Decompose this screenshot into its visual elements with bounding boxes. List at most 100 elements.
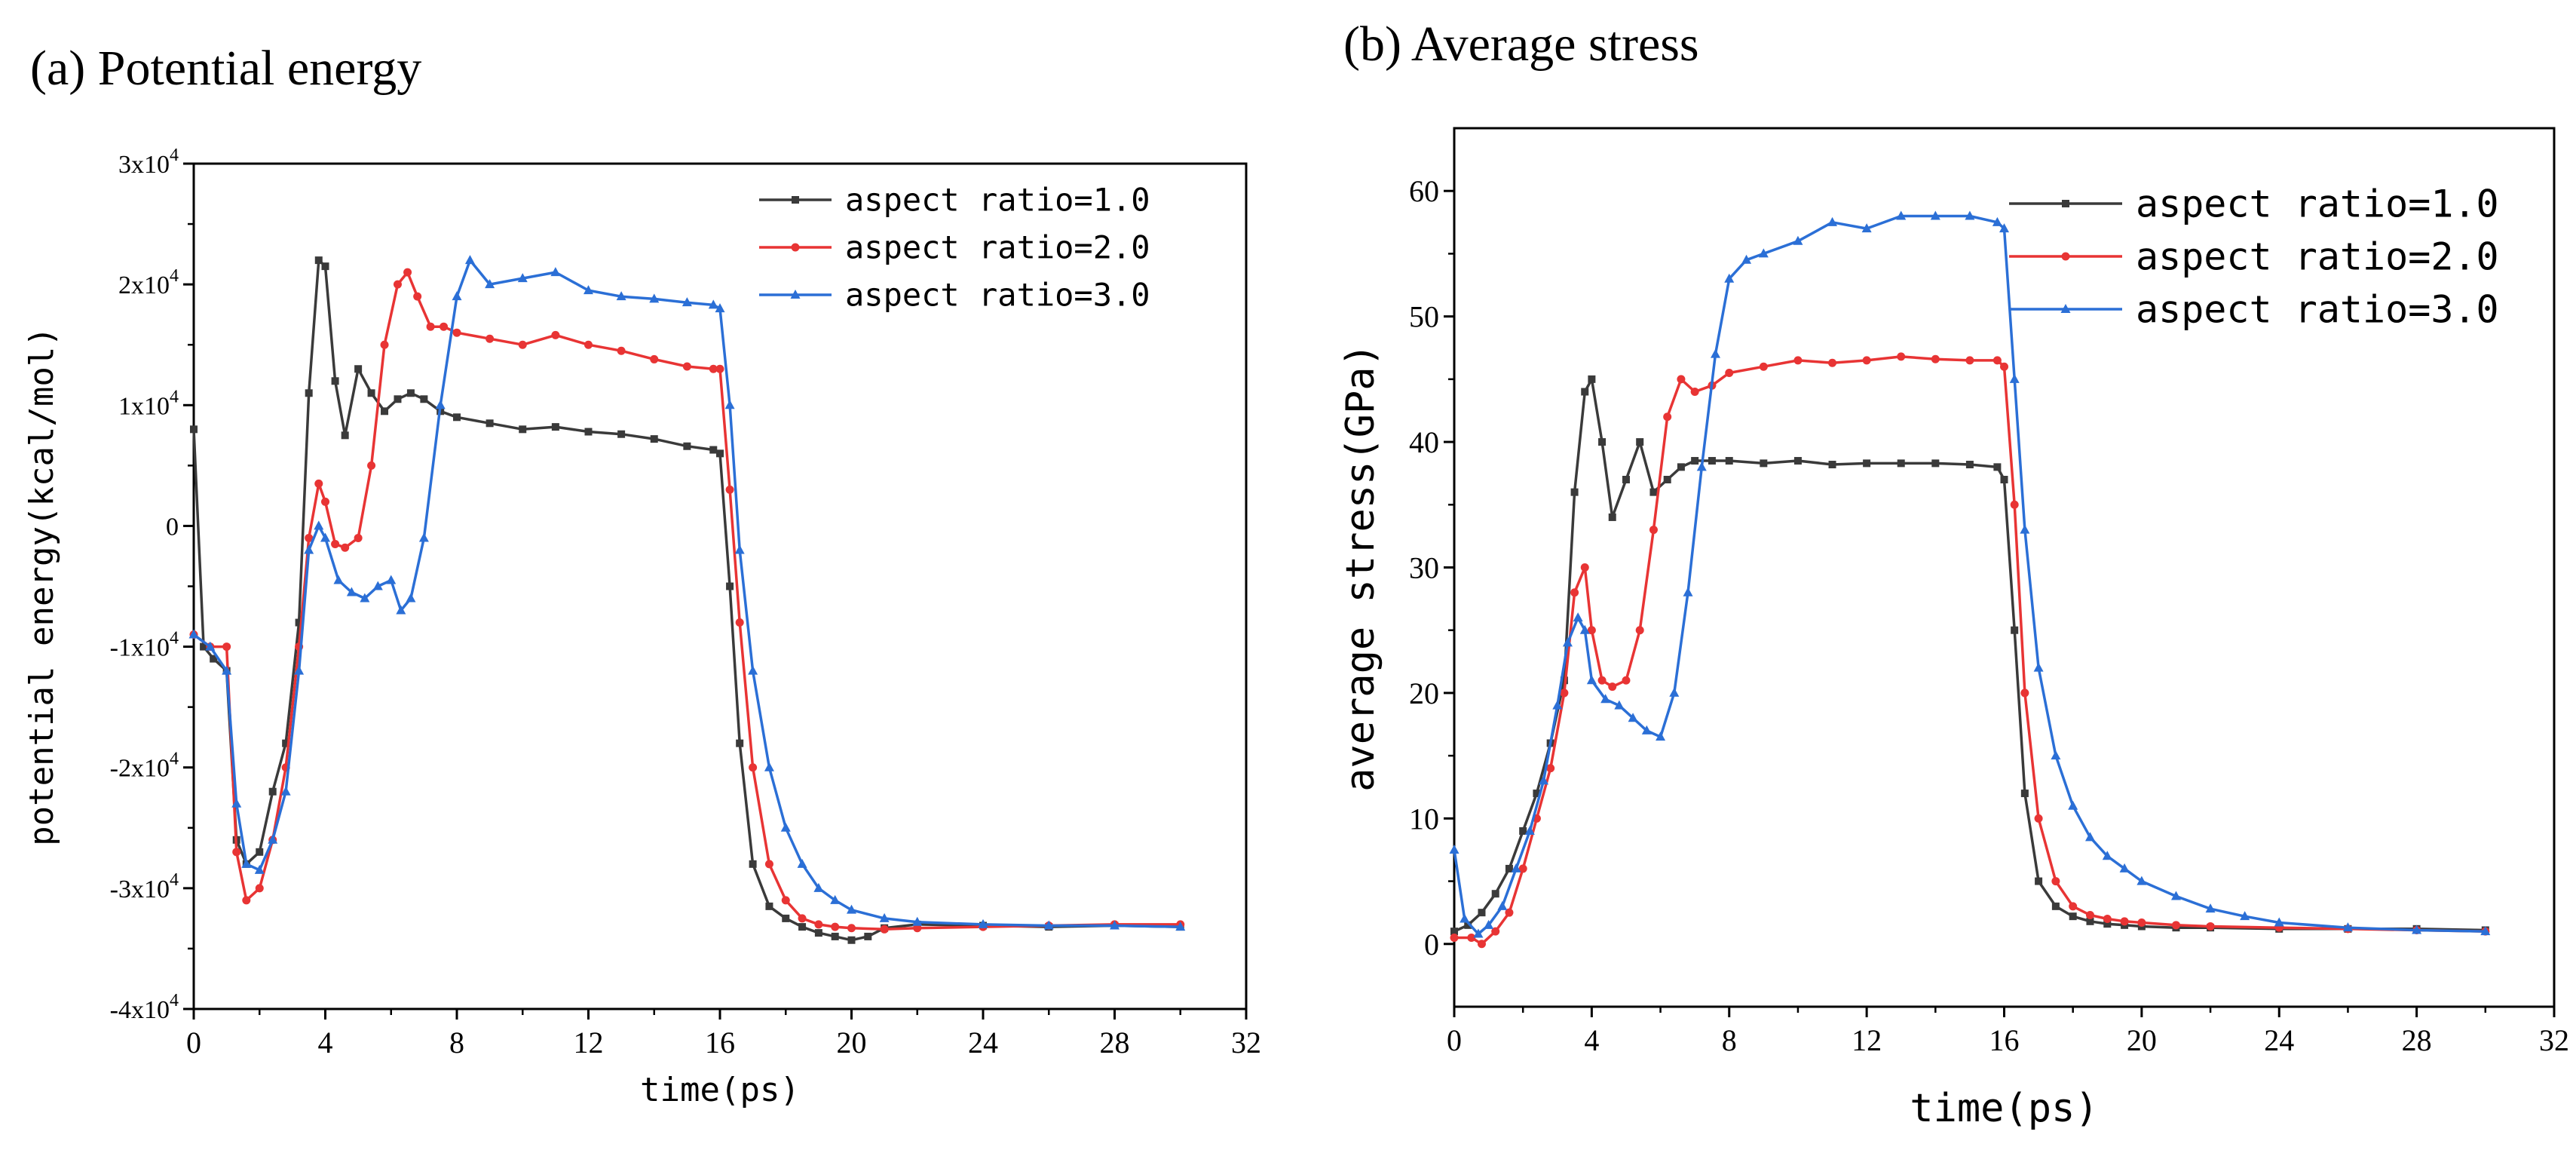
chart-a-data-point [518,340,527,349]
chart-b-data-point [1992,216,2002,226]
chart-a-data-point [205,641,216,651]
chart-a-series-line [192,259,1181,928]
chart-b-data-point [1491,890,1499,898]
chart-b-data-point [1628,713,1638,722]
chart-a-data-point [406,593,416,603]
chart-b-data-point [1897,352,1906,361]
chart-b-data-point [1724,273,1735,283]
chart-a-data-point [782,914,790,922]
chart-average-stress: (b) Average stress 0 4 8 12 16 20 24 28 32 0 10 20 30… [1338,17,2569,1131]
chart-a-x-tick-label: 32 [1231,1026,1261,1059]
chart-a-x-axis-label: time(ps) [640,1071,800,1109]
chart-b-data-point [2010,500,2019,509]
chart-b-data-point [1827,216,1838,226]
chart-a-data-point [584,428,593,436]
chart-b-data-point [2035,877,2043,885]
chart-b-x-tick-label: 12 [1852,1023,1882,1057]
chart-a-y-tick-label: -3x104 [110,870,179,903]
chart-b-x-tick-label: 24 [2264,1023,2294,1057]
chart-b-data-point [2120,917,2129,926]
chart-b-data-point [1828,461,1836,469]
chart-b-x-tick-label: 16 [1989,1023,2020,1057]
chart-a-data-point [381,407,389,416]
chart-b-y-tick-label: 40 [1409,425,1439,459]
chart-a-series-1 [190,256,1184,944]
chart-a-data-point [393,280,402,289]
chart-b-data-point [1965,210,1975,220]
chart-b-x-axis-label: time(ps) [1910,1086,2098,1131]
chart-a-data-point [200,642,208,651]
chart-a-data-point [715,303,725,313]
chart-a-legend-label: aspect ratio=1.0 [845,182,1150,219]
chart-b-data-point [1669,687,1680,697]
chart-b-data-point [2086,917,2094,925]
chart-b-data-point [1533,790,1541,798]
chart-a-data-point [978,918,988,928]
chart-b-data-point [2084,832,2095,842]
chart-b-data-point [2480,926,2491,936]
chart-a-x-tick-label: 20 [837,1026,867,1059]
chart-b-data-point [1587,626,1596,635]
chart-b-data-point [1573,612,1583,622]
chart-a-x-tick-label: 16 [705,1026,735,1059]
chart-a-data-point [550,267,561,277]
chart-a-data-point [682,297,692,307]
chart-b-data-point [1579,624,1590,634]
chart-a-data-point [268,834,278,844]
chart-a-data-point [716,449,724,458]
chart-b-data-point [1491,927,1500,936]
chart-b-data-point [1677,375,1686,384]
chart-a-data-point [413,292,422,301]
chart-a-data-point [426,322,435,331]
chart-b-data-point [1460,913,1470,923]
chart-a-data-point [781,896,790,905]
chart-a-data-point [304,544,314,554]
chart-a-data-point [847,924,856,933]
chart-a-x-tick-label: 4 [318,1026,333,1059]
chart-b-data-point [1588,375,1596,383]
chart-b-data-point [1793,457,1802,465]
chart-b-y-tick-label: 50 [1409,300,1439,334]
chart-b-data-point [1467,933,1476,942]
chart-b-legend: aspect ratio=1.0 aspect ratio=2.0 aspect r… [2009,182,2499,332]
chart-a-data-point [830,894,841,904]
chart-a-legend: aspect ratio=1.0 aspect ratio=2.0 aspect r… [759,182,1150,314]
chart-b-y-tick-label: 30 [1409,551,1439,585]
chart-b-data-point [1519,827,1527,835]
chart-b-data-point [1586,675,1597,685]
chart-b-data-point [1636,438,1644,446]
chart-b-x-tick-label: 8 [1722,1023,1737,1057]
chart-a-data-point [1043,920,1054,930]
chart-b-data-point [2171,921,2180,930]
chart-b-data-point [1524,826,1535,835]
chart-b-data-point [1449,844,1460,854]
chart-a-data-point [232,848,241,857]
chart-b-data-point [1622,476,1630,483]
chart-a-data-point [210,655,218,663]
chart-a-data-point [797,858,807,868]
chart-a-data-point [764,860,773,869]
chart-b-data-point [2034,814,2043,823]
chart-b-data-point [2206,921,2215,931]
chart-b-data-point [1598,438,1607,446]
chart-b-data-point [2069,912,2077,921]
chart-a-data-point [333,575,344,584]
chart-a-data-point [551,423,559,431]
chart-a-data-point [354,365,363,373]
chart-b-series-line [1454,355,2486,946]
chart-b-data-point [1725,457,1733,465]
chart-a-data-point [650,354,659,363]
chart-a-data-point [280,786,291,796]
chart-b-data-point [1965,461,1974,469]
chart-a-data-point [617,430,626,438]
chart-a-data-point [320,532,330,542]
chart-a-data-point [725,485,734,494]
chart-b-series-1 [1450,375,2489,936]
chart-a-data-point [831,932,839,940]
chart-a-data-point [435,400,446,409]
chart-b-data-point [1608,513,1616,521]
chart-a-data-point [584,340,593,349]
chart-a-data-point [386,575,397,584]
chart-a-data-point [519,425,527,434]
